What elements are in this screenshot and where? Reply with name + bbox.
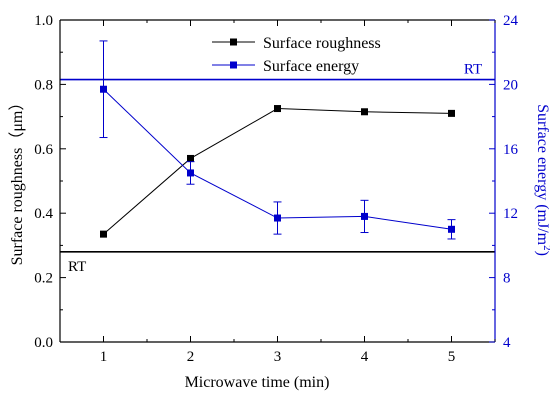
data-point-1 [100, 85, 107, 93]
y-tick-label: 0.8 [34, 77, 53, 93]
y-tick-label: 0.0 [34, 335, 53, 351]
x-tick-label: 5 [448, 349, 456, 365]
data-point-1 [448, 225, 455, 233]
data-point-0 [187, 154, 194, 162]
data-point-0 [361, 108, 368, 116]
x-tick-label: 2 [187, 349, 195, 365]
y2-tick-label: 8 [503, 271, 511, 287]
x-tick-label: 3 [274, 349, 282, 365]
x-axis-label: Microwave time (min) [185, 374, 330, 391]
y2-axis-label: Surface energy (mJ/m2) [534, 104, 550, 256]
y-tick-label: 0.2 [34, 271, 53, 287]
y2-tick-label: 24 [503, 13, 519, 29]
legend-marker-1 [230, 61, 237, 69]
reference-label-left: RT [68, 259, 86, 275]
data-point-0 [100, 230, 107, 238]
y2-axis-label-sup: 2 [541, 245, 550, 251]
legend-marker-0 [230, 38, 237, 46]
y-tick-label: 0.6 [34, 142, 53, 158]
y-axis-label: Surface roughness（μm） [8, 95, 26, 266]
data-point-1 [361, 212, 368, 220]
y2-tick-label: 16 [503, 142, 519, 158]
legend-label-1: Surface energy [263, 58, 359, 75]
y-tick-label: 1.0 [34, 13, 53, 29]
y2-tick-label: 4 [503, 335, 511, 351]
x-tick-label: 4 [361, 349, 369, 365]
y2-tick-label: 20 [503, 77, 518, 93]
data-point-1 [274, 214, 281, 222]
legend-label-0: Surface roughness [263, 35, 381, 52]
y2-axis-label-end: ) [534, 251, 550, 256]
x-tick-label: 1 [100, 349, 108, 365]
data-point-1 [187, 169, 194, 177]
data-point-0 [274, 105, 281, 113]
y2-axis-label-main: Surface energy (mJ/m [534, 104, 550, 246]
reference-label-right: RT [464, 62, 482, 78]
y2-tick-label: 12 [503, 206, 518, 222]
data-point-0 [448, 109, 455, 117]
y-tick-label: 0.4 [34, 206, 53, 222]
